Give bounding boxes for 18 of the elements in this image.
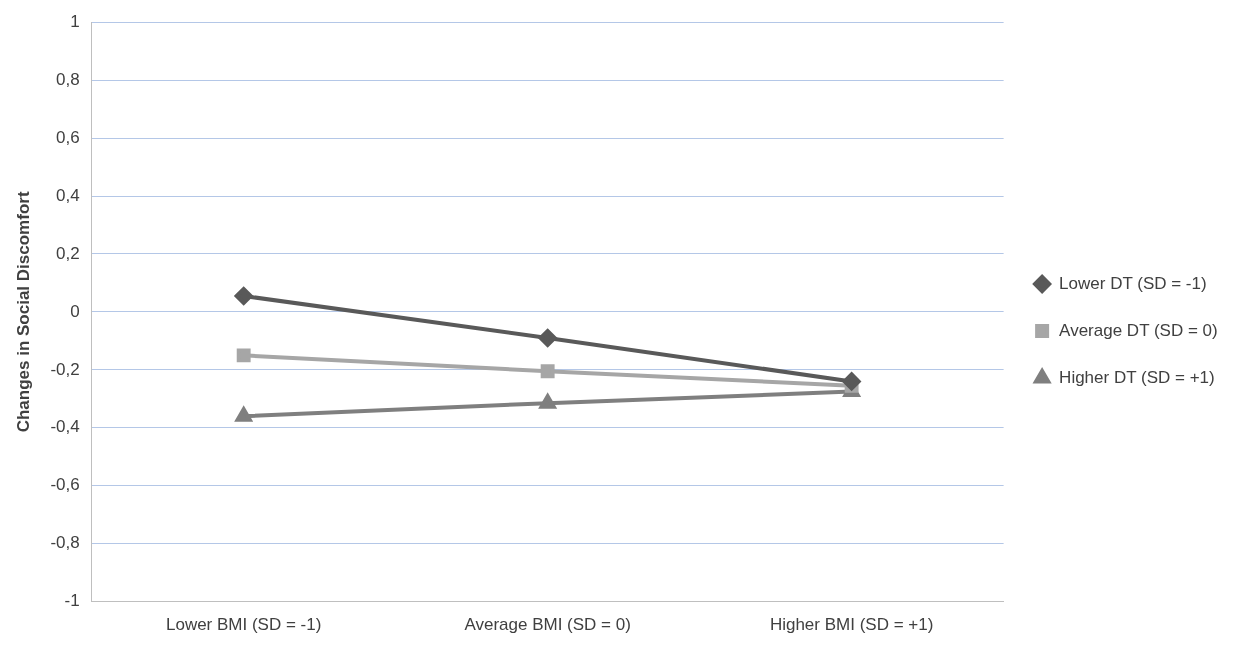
- y-tick-label: -0,2: [50, 359, 80, 379]
- y-tick-label: -0,4: [50, 417, 80, 437]
- x-tick-label: Average BMI (SD = 0): [464, 615, 631, 635]
- legend-label: Higher DT (SD = +1): [1059, 367, 1215, 387]
- y-tick-label: 0,2: [56, 243, 80, 263]
- legend-label: Average DT (SD = 0): [1059, 320, 1218, 340]
- y-tick-label: 1: [70, 11, 80, 31]
- y-tick-label: -0,6: [50, 475, 80, 495]
- y-tick-label: 0: [70, 301, 80, 321]
- y-tick-label: -0,8: [50, 533, 80, 553]
- y-tick-label: 0,8: [56, 69, 80, 89]
- y-axis-title: Changes in Social Discomfort: [13, 191, 33, 433]
- y-tick-label: -1: [64, 591, 80, 611]
- x-tick-label: Lower BMI (SD = -1): [165, 615, 322, 635]
- x-tick-label: Higher BMI (SD = +1): [769, 615, 934, 635]
- y-tick-label: 0,4: [56, 185, 80, 205]
- legend-label: Lower DT (SD = -1): [1059, 273, 1207, 293]
- y-tick-label: 0,6: [56, 127, 80, 147]
